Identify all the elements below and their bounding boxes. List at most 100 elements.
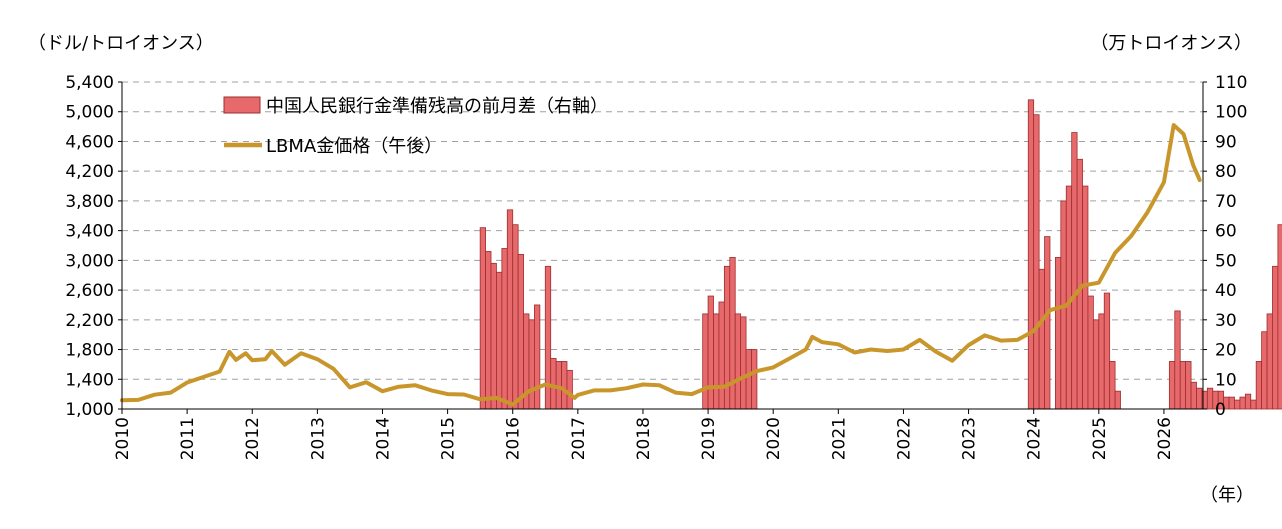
bar xyxy=(485,251,492,410)
legend: 中国人民銀行金準備残高の前月差（右軸） LBMA金価格（午後） xyxy=(223,96,608,157)
bar xyxy=(734,313,742,410)
bar xyxy=(544,265,552,410)
bar xyxy=(1114,390,1121,410)
bar xyxy=(1234,399,1241,410)
bar xyxy=(501,248,508,410)
bar xyxy=(496,271,503,410)
left-tick-label: 3,000 xyxy=(65,251,114,271)
bar xyxy=(1190,381,1197,410)
bar xyxy=(1033,114,1040,410)
bar xyxy=(713,313,720,410)
bar xyxy=(1071,132,1078,410)
x-tick-label: 2023 xyxy=(960,417,980,460)
x-tick-label: 2022 xyxy=(894,417,914,460)
bar xyxy=(1206,387,1214,410)
x-tick-label: 2021 xyxy=(829,417,849,460)
bar xyxy=(1082,185,1089,410)
bar xyxy=(561,361,568,410)
legend-line-label: LBMA金価格（午後） xyxy=(266,136,442,157)
left-tick-label: 3,400 xyxy=(65,222,114,242)
bar xyxy=(517,254,524,410)
bar xyxy=(1027,99,1035,410)
bar xyxy=(1196,387,1203,410)
x-tick-label: 2011 xyxy=(178,417,198,460)
legend-bar-label: 中国人民銀行金準備残高の前月差（右軸） xyxy=(266,96,608,117)
bar-series xyxy=(479,99,1282,410)
right-tick-label: 100 xyxy=(1215,103,1247,123)
right-tick-label: 10 xyxy=(1215,370,1237,390)
x-tick-label: 2017 xyxy=(569,417,589,460)
x-tick-label: 2010 xyxy=(113,417,133,460)
bar xyxy=(1255,361,1263,410)
gold-price-line xyxy=(120,123,1202,407)
bar xyxy=(506,209,514,410)
bar xyxy=(707,295,714,410)
right-tick-label: 20 xyxy=(1215,341,1237,361)
bar xyxy=(534,304,541,410)
x-tick-label: 2019 xyxy=(699,417,719,460)
bar xyxy=(751,349,758,410)
legend-bar-swatch xyxy=(223,96,261,114)
bar xyxy=(1228,396,1235,410)
left-tick-label: 4,600 xyxy=(65,132,114,152)
bar xyxy=(1244,393,1252,410)
bar xyxy=(1261,331,1268,410)
right-axis-label: （万トロイオンス） xyxy=(1090,33,1252,54)
left-tick-label: 5,000 xyxy=(65,103,114,123)
x-tick-label: 2024 xyxy=(1025,417,1045,460)
left-tick-label: 1,800 xyxy=(65,341,114,361)
bar xyxy=(1239,396,1246,410)
right-tick-label: 90 xyxy=(1215,132,1237,152)
bar xyxy=(1092,319,1100,410)
x-axis-unit-label: （年） xyxy=(1200,485,1254,506)
left-tick-label: 5,400 xyxy=(65,73,114,93)
bar xyxy=(490,262,497,410)
right-tick-label: 50 xyxy=(1215,251,1237,271)
axes: 1,000 0 1,400 10 1,800 20 2,200 30 2,600 40 3,000 5… xyxy=(65,73,1247,460)
x-tick-label: 2016 xyxy=(504,417,524,460)
bar xyxy=(1266,313,1273,410)
line-series xyxy=(120,123,1202,407)
bar xyxy=(566,369,573,410)
right-tick-label: 0 xyxy=(1215,400,1226,420)
bar xyxy=(550,358,557,410)
bar xyxy=(1038,268,1045,410)
bar xyxy=(1044,236,1051,410)
bar xyxy=(528,319,535,410)
left-tick-label: 1,000 xyxy=(65,400,114,420)
bar xyxy=(745,349,752,410)
left-tick-label: 1,400 xyxy=(65,370,114,390)
bar xyxy=(479,227,486,410)
right-tick-label: 70 xyxy=(1215,192,1237,212)
bar xyxy=(1174,310,1181,410)
left-tick-label: 3,800 xyxy=(65,192,114,212)
x-tick-label: 2012 xyxy=(243,417,263,460)
bar xyxy=(1168,361,1176,410)
left-tick-label: 2,600 xyxy=(65,281,114,301)
bar xyxy=(702,313,709,410)
x-tick-label: 2014 xyxy=(373,417,393,460)
bar xyxy=(1179,361,1187,410)
x-tick-label: 2026 xyxy=(1155,417,1175,460)
bar xyxy=(1054,256,1062,410)
x-tick-label: 2015 xyxy=(439,417,459,460)
bar xyxy=(1250,399,1257,410)
x-tick-label: 2013 xyxy=(308,417,328,460)
right-tick-label: 30 xyxy=(1215,311,1237,331)
bar xyxy=(1185,361,1192,410)
right-tick-label: 110 xyxy=(1215,73,1247,93)
x-tick-label: 2020 xyxy=(764,417,784,460)
left-axis-label: （ドル/トロイオンス） xyxy=(28,33,214,54)
bar xyxy=(1277,224,1282,410)
bar xyxy=(1272,265,1279,410)
bar xyxy=(1098,313,1105,410)
x-tick-label: 2025 xyxy=(1090,417,1110,460)
bar xyxy=(1109,361,1116,410)
right-tick-label: 80 xyxy=(1215,162,1237,182)
bar xyxy=(1087,295,1094,410)
bar xyxy=(512,224,519,410)
left-tick-label: 2,200 xyxy=(65,311,114,331)
right-tick-label: 60 xyxy=(1215,222,1237,242)
